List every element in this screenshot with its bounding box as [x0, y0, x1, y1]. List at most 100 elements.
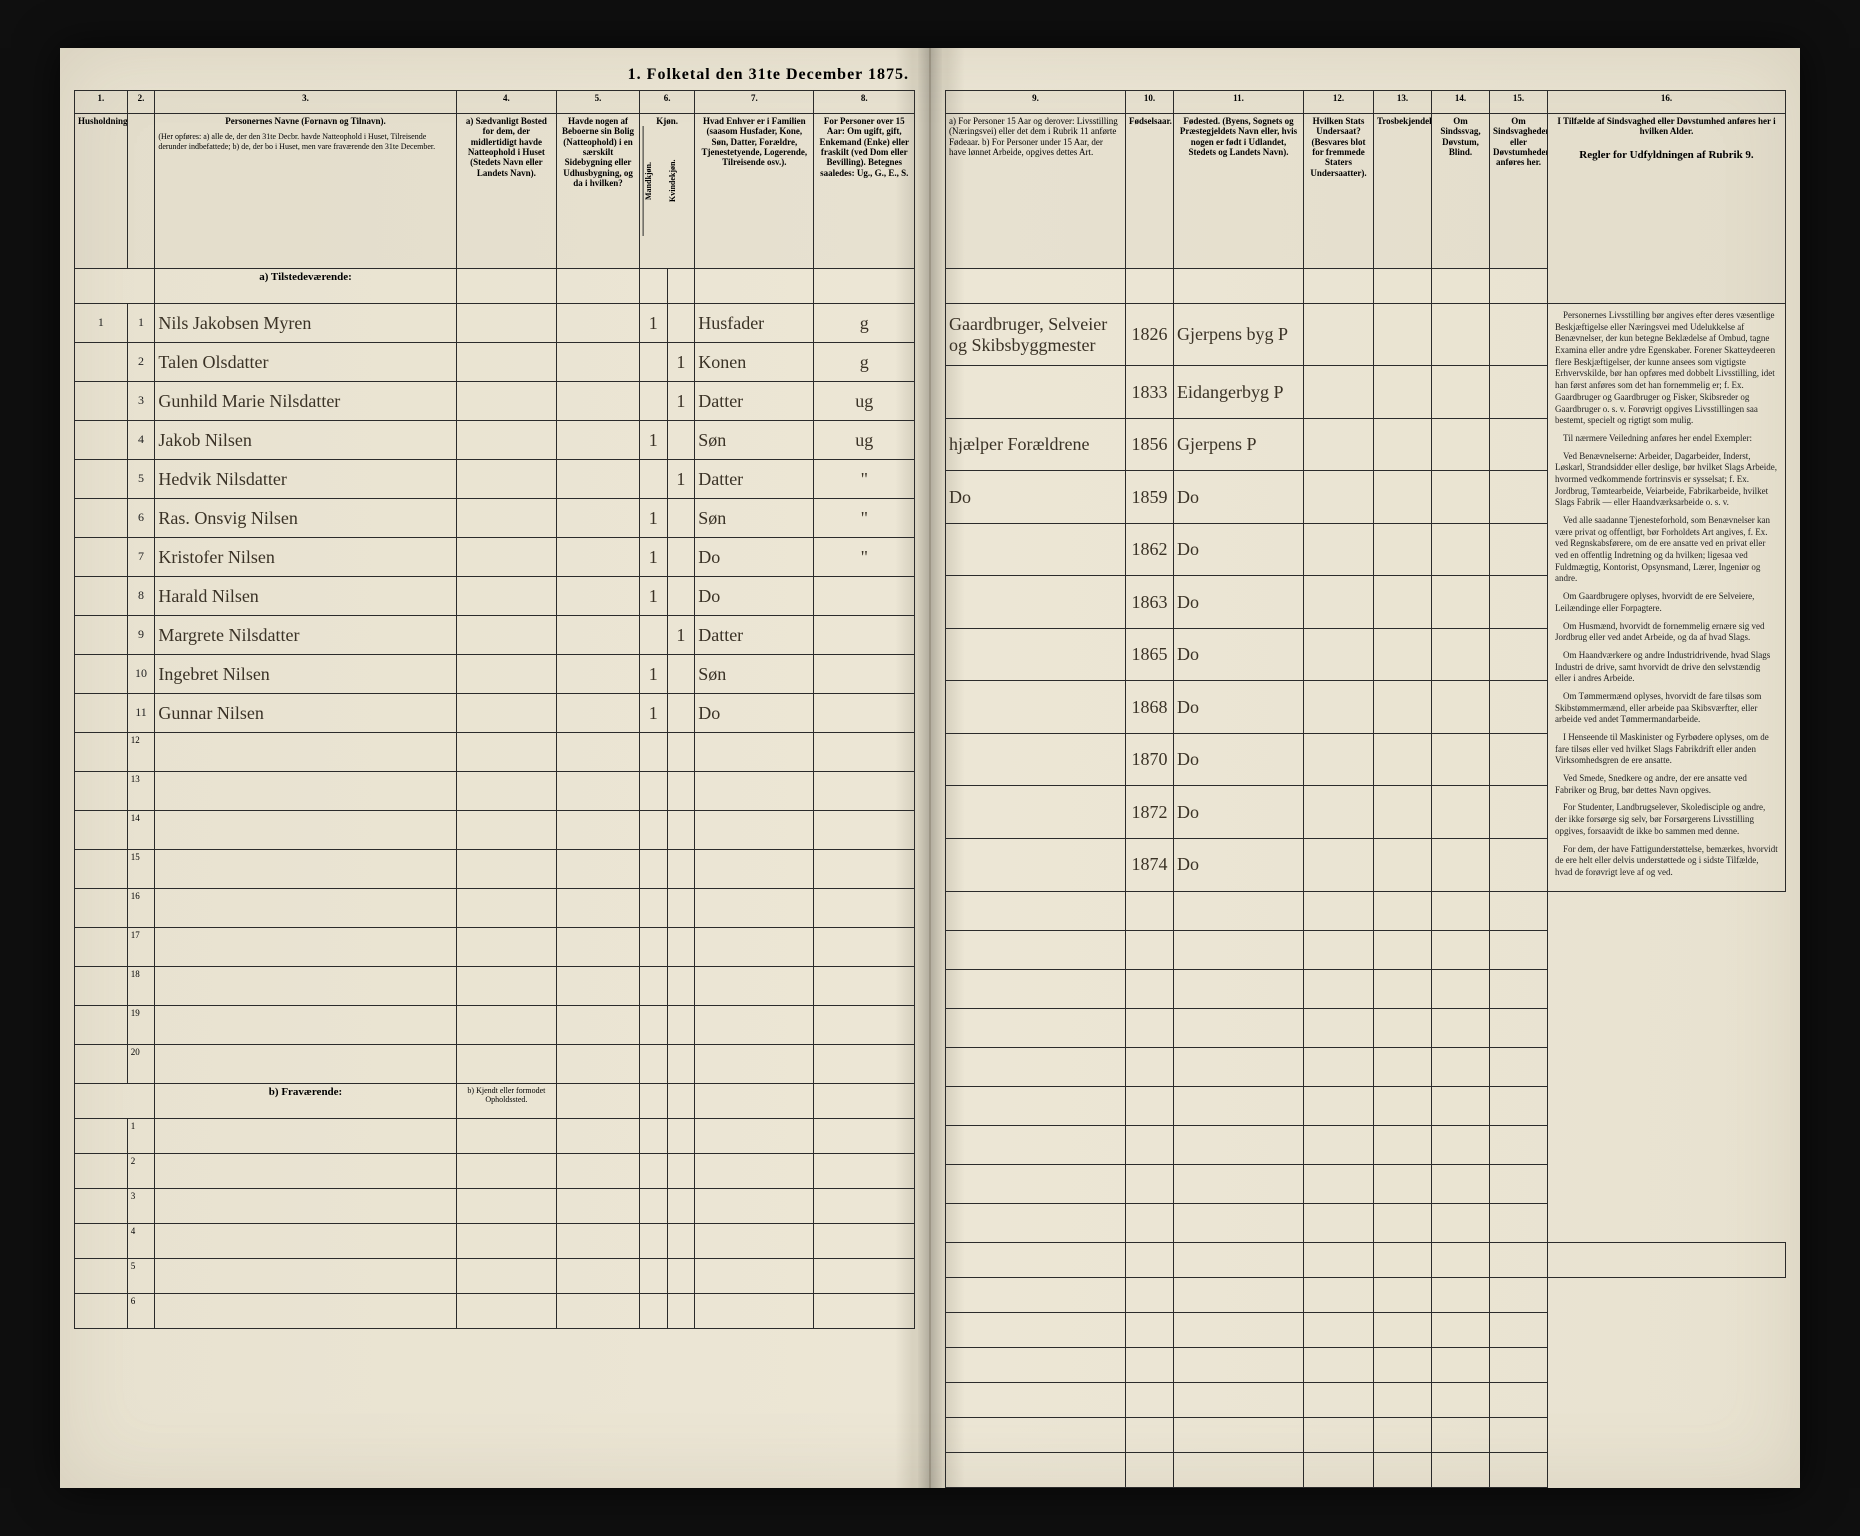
c6k [667, 577, 695, 616]
name-cell: Jakob Nilsen [155, 421, 456, 460]
c15 [1490, 681, 1548, 734]
table-row [946, 1452, 1786, 1487]
present-header-row: a) Tilstedeværende: [75, 269, 915, 304]
person-num: 16 [127, 889, 155, 928]
col-6-head: Kjøn. Mandkjøn. Kvindekjøn. [639, 114, 694, 269]
c5 [557, 616, 640, 655]
census-table-left: 1. 2. 3. 4. 5. 6. 7. 8. Husholdninger. P… [74, 90, 915, 1329]
occupation-cell [946, 681, 1126, 734]
place-cell: Do [1174, 681, 1304, 734]
table-row [946, 1164, 1786, 1203]
col-15-num: 15. [1490, 91, 1548, 114]
rules-para: For dem, der have Fattigunderstøttelse, … [1555, 844, 1778, 879]
rules-para: Til nærmere Veiledning anføres her endel… [1555, 433, 1778, 445]
c15 [1490, 418, 1548, 471]
col-5-head: Havde nogen af Beboerne sin Bolig (Natte… [557, 114, 640, 269]
person-num: 6 [127, 499, 155, 538]
col-8-head: For Personer over 15 Aar: Om ugift, gift… [814, 114, 915, 269]
c13 [1374, 681, 1432, 734]
table-row: 9Margrete Nilsdatter1Datter [75, 616, 915, 655]
c6m: 1 [639, 499, 667, 538]
col-6-title: Kjøn. [643, 116, 691, 126]
c6m: 1 [639, 577, 667, 616]
c5 [557, 343, 640, 382]
c15 [1490, 576, 1548, 629]
c6k [667, 538, 695, 577]
person-num: 2 [127, 1154, 155, 1189]
person-num: 6 [127, 1294, 155, 1329]
place-cell: Do [1174, 471, 1304, 524]
table-row [946, 1203, 1786, 1242]
table-row: 3Gunhild Marie Nilsdatter1Datterug [75, 382, 915, 421]
table-row: 4 [75, 1224, 915, 1259]
row-num [75, 616, 128, 655]
civil-cell: g [814, 343, 915, 382]
year-cell: 1859 [1126, 471, 1174, 524]
name-cell: Gunhild Marie Nilsdatter [155, 382, 456, 421]
row-num [75, 655, 128, 694]
c13 [1374, 786, 1432, 839]
occupation-cell [946, 733, 1126, 786]
col-2-num: 2. [127, 91, 155, 114]
row-num: 1 [75, 304, 128, 343]
person-num: 4 [127, 1224, 155, 1259]
c6m: 1 [639, 421, 667, 460]
c4 [456, 694, 556, 733]
c13 [1374, 523, 1432, 576]
person-num: 8 [127, 577, 155, 616]
c5 [557, 499, 640, 538]
c12 [1304, 523, 1374, 576]
table-row: 14 [75, 811, 915, 850]
name-cell: Margrete Nilsdatter [155, 616, 456, 655]
c12 [1304, 838, 1374, 891]
c6k [667, 499, 695, 538]
year-cell: 1856 [1126, 418, 1174, 471]
table-row: 11Nils Jakobsen Myren1Husfaderg [75, 304, 915, 343]
name-cell: Gunnar Nilsen [155, 694, 456, 733]
c15 [1490, 838, 1548, 891]
c14 [1432, 366, 1490, 419]
table-row [946, 1086, 1786, 1125]
c13 [1374, 838, 1432, 891]
relation-cell: Do [695, 538, 814, 577]
relation-cell: Søn [695, 421, 814, 460]
col-3-head: Personernes Navne (Fornavn og Tilnavn). … [155, 114, 456, 269]
civil-cell: " [814, 499, 915, 538]
name-cell: Nils Jakobsen Myren [155, 304, 456, 343]
rules-para: Om Husmænd, hvorvidt de fornemmelig ernæ… [1555, 621, 1778, 644]
table-row: 5 [75, 1259, 915, 1294]
col-9-num: 9. [946, 91, 1126, 114]
table-row: 11Gunnar Nilsen1Do [75, 694, 915, 733]
col-14-head: Om Sindssvag, Døvstum, Blind. [1432, 114, 1490, 269]
person-num: 13 [127, 772, 155, 811]
col-16-head: I Tilfælde af Sindsvaghed eller Døvstumh… [1548, 114, 1786, 304]
table-row [946, 1382, 1786, 1417]
place-cell: Gjerpens byg P [1174, 304, 1304, 366]
c14 [1432, 471, 1490, 524]
table-row: 18 [75, 967, 915, 1006]
table-row: 6 [75, 1294, 915, 1329]
civil-cell [814, 655, 915, 694]
relation-cell: Datter [695, 616, 814, 655]
place-cell: Do [1174, 786, 1304, 839]
page-title-right [945, 66, 1786, 84]
col-14-num: 14. [1432, 91, 1490, 114]
table-row [946, 969, 1786, 1008]
rules-continue [1548, 1242, 1786, 1277]
table-row: 3 [75, 1189, 915, 1224]
person-num: 2 [127, 343, 155, 382]
table-row [946, 1417, 1786, 1452]
c6k [667, 655, 695, 694]
person-num: 20 [127, 1045, 155, 1084]
relation-cell: Husfader [695, 304, 814, 343]
civil-cell [814, 694, 915, 733]
c5 [557, 538, 640, 577]
table-row [946, 1125, 1786, 1164]
col-6-k: Kvindekjøn. [668, 126, 692, 236]
row-num [75, 538, 128, 577]
table-row: 20 [75, 1045, 915, 1084]
occupation-cell [946, 786, 1126, 839]
c5 [557, 382, 640, 421]
person-num: 3 [127, 382, 155, 421]
relation-cell: Do [695, 694, 814, 733]
